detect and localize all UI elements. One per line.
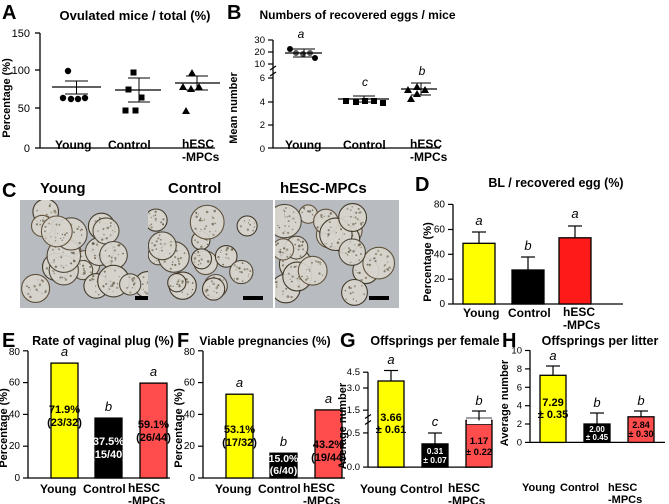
svg-text:37.5%: 37.5% <box>93 436 124 448</box>
svg-text:15.0%: 15.0% <box>269 453 299 465</box>
svg-text:40: 40 <box>434 249 446 260</box>
svg-text:2: 2 <box>517 419 522 430</box>
svg-text:± 0.35: ± 0.35 <box>538 409 569 421</box>
svg-text:10: 10 <box>254 59 265 70</box>
svg-text:b: b <box>280 434 287 449</box>
svg-text:0: 0 <box>517 437 522 448</box>
svg-text:Percentage (%): Percentage (%) <box>422 222 434 302</box>
svg-text:a: a <box>387 352 394 367</box>
svg-text:b: b <box>637 393 644 408</box>
svg-text:53.1%: 53.1% <box>224 424 255 436</box>
svg-text:Percentage (%): Percentage (%) <box>1 58 13 138</box>
svg-text:± 0.45: ± 0.45 <box>586 433 609 442</box>
svg-text:4: 4 <box>517 401 522 412</box>
svg-text:10: 10 <box>511 346 522 357</box>
svg-text:(23/32): (23/32) <box>47 417 82 429</box>
svg-text:60: 60 <box>9 378 21 389</box>
svg-text:(17/32): (17/32) <box>222 437 257 449</box>
svg-text:± 0.07: ± 0.07 <box>423 455 447 465</box>
svg-text:0: 0 <box>189 473 195 484</box>
svg-text:Percentage (%): Percentage (%) <box>173 388 185 468</box>
svg-text:3.66: 3.66 <box>380 412 401 424</box>
svg-text:Average number: Average number <box>499 359 511 446</box>
svg-text:4.5: 4.5 <box>347 367 360 378</box>
svg-text:80: 80 <box>434 199 446 210</box>
svg-text:c: c <box>362 75 368 89</box>
svg-text:a: a <box>150 364 157 379</box>
svg-text:0: 0 <box>14 473 20 484</box>
svg-text:± 0.61: ± 0.61 <box>376 424 407 436</box>
svg-text:a: a <box>298 27 305 41</box>
svg-text:± 0.30: ± 0.30 <box>629 429 654 439</box>
svg-text:a: a <box>571 206 578 221</box>
svg-text:6: 6 <box>260 73 265 84</box>
svg-text:a: a <box>549 348 556 363</box>
svg-text:a: a <box>61 344 68 359</box>
svg-text:Mean number: Mean number <box>228 72 240 144</box>
svg-text:20: 20 <box>434 274 446 285</box>
svg-text:b: b <box>105 399 112 414</box>
svg-text:b: b <box>419 64 426 78</box>
svg-text:6: 6 <box>517 382 522 393</box>
svg-text:Percentage (%): Percentage (%) <box>0 388 10 468</box>
svg-text:0: 0 <box>24 143 30 155</box>
svg-text:20: 20 <box>9 441 21 452</box>
svg-text:50: 50 <box>18 103 30 115</box>
svg-text:(26/44): (26/44) <box>136 432 171 444</box>
svg-text:7.29: 7.29 <box>542 397 563 409</box>
svg-text:4: 4 <box>260 97 265 108</box>
svg-text:0: 0 <box>260 144 265 155</box>
svg-text:40: 40 <box>9 409 21 420</box>
svg-text:0: 0 <box>439 299 445 310</box>
svg-text:(6/40): (6/40) <box>270 465 297 477</box>
svg-text:100: 100 <box>12 65 30 77</box>
svg-text:80: 80 <box>9 347 21 358</box>
svg-text:b: b <box>593 395 600 410</box>
svg-text:a: a <box>325 391 332 406</box>
svg-text:1.17: 1.17 <box>470 436 489 447</box>
svg-text:a: a <box>475 213 482 228</box>
svg-text:60: 60 <box>434 225 446 236</box>
svg-text:2: 2 <box>260 120 265 131</box>
svg-text:8: 8 <box>517 364 522 375</box>
svg-text:60: 60 <box>184 378 196 389</box>
svg-text:a: a <box>236 375 243 390</box>
svg-text:150: 150 <box>12 28 30 40</box>
svg-text:b: b <box>524 238 531 253</box>
svg-text:± 0.22: ± 0.22 <box>466 447 492 458</box>
svg-text:40: 40 <box>184 409 196 420</box>
svg-text:20: 20 <box>254 47 265 58</box>
svg-text:59.1%: 59.1% <box>138 419 169 431</box>
svg-text:c: c <box>432 414 439 429</box>
svg-text:80: 80 <box>184 347 196 358</box>
svg-text:30: 30 <box>254 35 265 46</box>
svg-text:20: 20 <box>184 441 196 452</box>
svg-text:Average number: Average number <box>337 382 349 469</box>
svg-text:(15/40): (15/40) <box>91 449 126 461</box>
svg-text:b: b <box>475 393 482 408</box>
svg-text:71.9%: 71.9% <box>49 404 80 416</box>
